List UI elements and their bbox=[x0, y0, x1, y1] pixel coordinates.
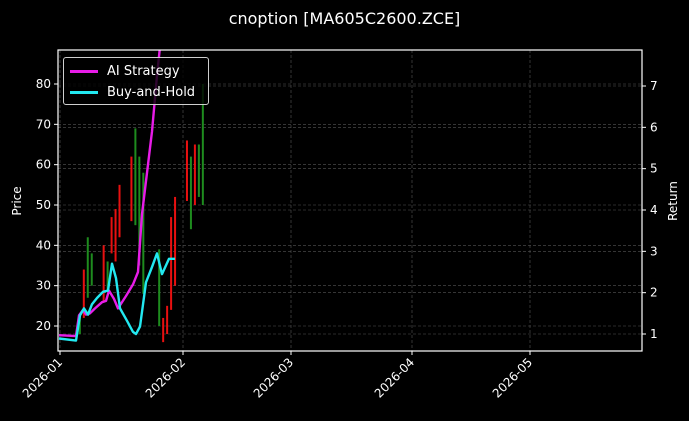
y-left-tick-label: 30 bbox=[36, 279, 51, 293]
y-left-tick-label: 20 bbox=[36, 319, 51, 333]
candle-up bbox=[201, 84, 204, 205]
y-right-tick-label: 4 bbox=[650, 203, 658, 217]
candle-up bbox=[142, 172, 145, 294]
gridlines bbox=[58, 50, 642, 351]
candle-down bbox=[162, 317, 165, 343]
candle-up bbox=[189, 156, 192, 230]
y-right-axis-label: Return bbox=[666, 181, 680, 221]
candle-down bbox=[170, 217, 173, 310]
candle-down bbox=[193, 144, 196, 205]
y-right-tick-label: 5 bbox=[650, 162, 658, 176]
candle-down bbox=[110, 217, 113, 254]
candle-up bbox=[106, 261, 109, 290]
candle-up bbox=[134, 128, 137, 226]
candle-down bbox=[166, 305, 169, 335]
y-left-tick-label: 70 bbox=[36, 117, 51, 131]
buy-and-hold-line bbox=[58, 252, 175, 342]
legend-item-ai-strategy: AI Strategy bbox=[70, 62, 180, 80]
chart-title: cnoption [MA605C2600.ZCE] bbox=[228, 9, 461, 28]
candle-down bbox=[118, 184, 121, 238]
y-right-tick-label: 2 bbox=[650, 286, 658, 300]
candle-up bbox=[86, 237, 89, 298]
series-lines bbox=[58, 50, 175, 342]
candle-down bbox=[114, 209, 117, 262]
candle-down bbox=[102, 245, 105, 302]
legend-item-buy-and-hold: Buy-and-Hold bbox=[70, 83, 195, 101]
candle-down bbox=[174, 196, 177, 286]
y-right-tick-label: 7 bbox=[650, 79, 658, 93]
legend-swatch-cyan bbox=[70, 90, 98, 94]
plot-frame bbox=[57, 49, 643, 352]
legend-label: Buy-and-Hold bbox=[107, 84, 196, 100]
candle-down bbox=[185, 140, 188, 201]
candle-up bbox=[90, 253, 93, 286]
legend: AI Strategy Buy-and-Hold bbox=[63, 57, 209, 105]
candle-up bbox=[138, 156, 141, 266]
legend-label: AI Strategy bbox=[107, 63, 180, 79]
candle-down bbox=[82, 269, 85, 318]
candlesticks bbox=[78, 84, 204, 343]
y-left-axis-label: Price bbox=[10, 186, 24, 215]
y-left-tick-label: 40 bbox=[36, 238, 51, 252]
candle-down bbox=[130, 156, 133, 222]
candle-up bbox=[197, 144, 200, 197]
legend-swatch-magenta bbox=[70, 69, 98, 73]
y-left-tick-label: 80 bbox=[36, 77, 51, 91]
y-right-tick-label: 1 bbox=[650, 327, 658, 341]
y-left-tick-label: 60 bbox=[36, 158, 51, 172]
y-left-tick-label: 50 bbox=[36, 198, 51, 212]
candle-up bbox=[158, 249, 161, 326]
y-right-tick-label: 6 bbox=[650, 120, 658, 134]
y-right-tick-label: 3 bbox=[650, 244, 658, 258]
